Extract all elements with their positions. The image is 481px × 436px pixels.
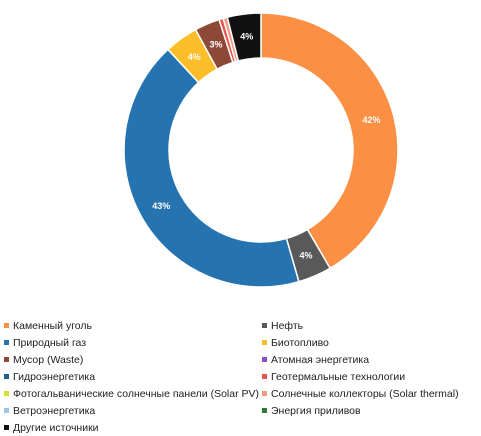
slice-label-3: 4%	[188, 52, 201, 62]
legend-item-2: Природный газ	[4, 334, 262, 351]
legend-swatch-1	[262, 323, 267, 328]
legend-label-9: Солнечные коллекторы (Solar thermal)	[271, 387, 459, 400]
legend-label-10: Ветроэнергетика	[13, 404, 96, 417]
legend-label-2: Природный газ	[13, 336, 87, 349]
legend-label-8: Фотогальванические солнечные панели (Sol…	[13, 387, 260, 400]
slice-12	[226, 12, 262, 62]
slice-labels-group: 42% 4% 43% 4% 3% 4%	[152, 31, 380, 260]
legend-swatch-3	[262, 340, 267, 345]
slice-label-0: 42%	[362, 115, 380, 125]
chart-plot: 42% 4% 43% 4% 3% 4%	[123, 12, 399, 288]
legend-label-1: Нефть	[271, 319, 304, 332]
legend-label-5: Атомная энергетика	[271, 353, 370, 366]
legend-label-12: Другие источники	[13, 421, 99, 434]
slices-group	[123, 12, 399, 288]
legend: Каменный уголь Нефть Природный газ Биотопли…	[4, 317, 478, 436]
legend-item-8: Фотогальванические солнечные панели (Sol…	[4, 385, 262, 402]
legend-item-6: Гидроэнергетика	[4, 368, 262, 385]
legend-swatch-7	[262, 374, 267, 379]
legend-label-3: Биотопливо	[271, 336, 329, 349]
legend-swatch-11	[262, 408, 267, 413]
legend-label-6: Гидроэнергетика	[13, 370, 96, 383]
legend-item-7: Геотермальные технологии	[262, 368, 478, 385]
legend-item-12: Другие источники	[4, 419, 262, 436]
legend-label-7: Геотермальные технологии	[271, 370, 406, 383]
legend-swatch-2	[4, 340, 9, 345]
legend-label-4: Мусор (Waste)	[13, 353, 84, 366]
legend-swatch-0	[4, 323, 9, 328]
legend-item-1: Нефть	[262, 317, 478, 334]
legend-swatch-9	[262, 391, 267, 396]
slice-2	[123, 48, 300, 288]
slice-label-1: 4%	[299, 250, 312, 260]
legend-swatch-10	[4, 408, 9, 413]
legend-swatch-5	[262, 357, 267, 362]
slice-label-12: 4%	[240, 31, 253, 41]
legend-label-0: Каменный уголь	[13, 319, 92, 332]
legend-item-5: Атомная энергетика	[262, 351, 478, 368]
legend-swatch-4	[4, 357, 9, 362]
legend-item-9: Солнечные коллекторы (Solar thermal)	[262, 385, 478, 402]
legend-label-11: Энергия приливов	[271, 404, 361, 417]
legend-item-11: Энергия приливов	[262, 402, 478, 419]
legend-item-0: Каменный уголь	[4, 317, 262, 334]
legend-item-3: Биотопливо	[262, 334, 478, 351]
slice-0	[260, 12, 399, 270]
legend-swatch-12	[4, 425, 9, 430]
slice-label-4: 3%	[209, 40, 222, 50]
legend-swatch-8	[4, 391, 9, 396]
slice-label-2: 43%	[152, 201, 170, 211]
legend-item-10: Ветроэнергетика	[4, 402, 262, 419]
legend-swatch-6	[4, 374, 9, 379]
legend-item-4: Мусор (Waste)	[4, 351, 262, 368]
